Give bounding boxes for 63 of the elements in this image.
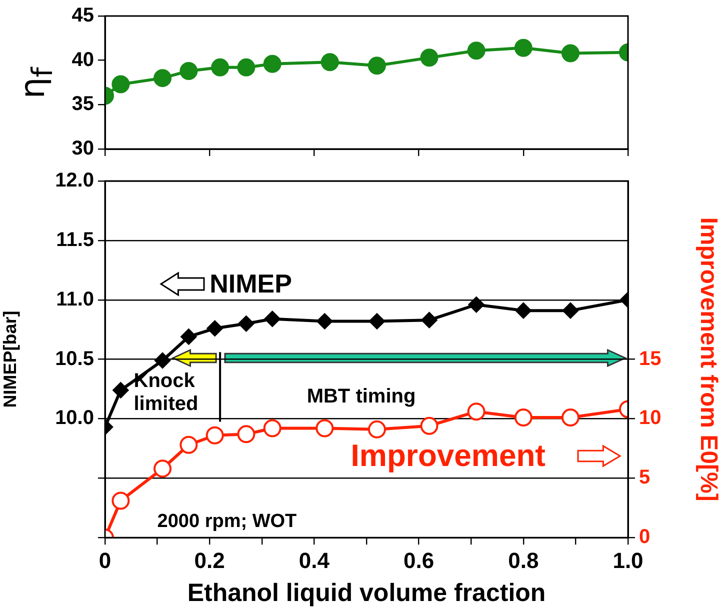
y2-tick-label: 0 [639,526,650,548]
point [154,460,172,478]
point [420,416,438,435]
point [237,425,256,444]
point [562,302,578,319]
y2-tick-label: 10 [639,407,662,430]
point [238,316,254,332]
point [154,352,171,368]
series-label: Improvement [350,438,546,474]
point [237,58,256,76]
point [316,313,333,330]
point [180,328,197,345]
annotation: Knock limited [134,370,200,416]
point [514,408,532,427]
point [263,54,282,73]
point [154,69,172,88]
point [368,313,385,330]
point [206,320,223,336]
y2-axis-title: Improvement from E0[%] [694,217,722,502]
y-tick-label: 12.0 [55,170,94,192]
point [112,75,130,94]
point [421,312,438,328]
point [320,53,339,72]
y2-tick-label: 5 [639,466,650,489]
annotation: MBT timing [306,385,416,408]
y-tick-label: 40 [72,48,94,71]
x-tick-label: 0 [98,548,112,573]
y-tick-label: 11.5 [56,228,94,251]
y-tick-label: 11.0 [56,288,94,310]
y-tick-label: 10.5 [55,348,94,370]
point [467,402,486,421]
point [180,436,198,454]
point [514,38,532,57]
point [468,296,484,313]
point [211,58,230,76]
y-axis-title: NIMEP[bar] [0,310,20,408]
x-tick-label: 0.4 [298,548,330,573]
point [467,42,486,60]
point [263,419,282,438]
y-tick-label: 10.0 [55,407,94,430]
point [561,408,580,427]
x-tick-label: 0.8 [508,548,539,573]
y-tick-label: 35 [72,93,94,116]
y-tick-label: 30 [72,138,94,160]
point [206,426,224,444]
point [264,310,280,327]
point [316,419,334,438]
y-tick-label: 45 [72,4,94,27]
x-tick-label: 0.6 [404,548,434,573]
x-axis-title: Ethanol liquid volume fraction [187,578,546,607]
point [420,48,438,67]
annotation: 2000 rpm; WOT [157,510,297,533]
x-tick-label: 1.0 [612,548,644,573]
point [368,420,386,438]
point [112,382,129,398]
point [180,62,198,80]
point [515,302,532,319]
point [368,56,386,75]
legend-label: NIMEP [210,268,292,300]
point [561,44,580,62]
x-tick-label: 0.2 [194,548,225,573]
y2-tick-label: 15 [639,348,662,370]
point [112,492,130,510]
